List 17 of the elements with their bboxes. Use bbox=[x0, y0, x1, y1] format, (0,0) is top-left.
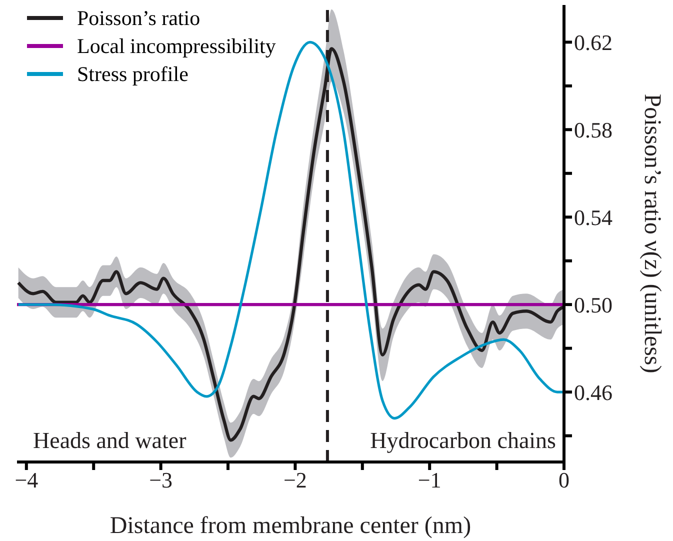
annotation: Hydrocarbon chains bbox=[370, 428, 556, 453]
y-tick-label: 0.50 bbox=[574, 292, 612, 318]
legend-label: Stress profile bbox=[77, 62, 188, 86]
x-axis-title: Distance from membrane center (nm) bbox=[110, 513, 472, 539]
x-tick-label: −1 bbox=[418, 468, 442, 493]
annotation: Heads and water bbox=[33, 428, 187, 453]
y-tick-label: 0.46 bbox=[574, 380, 612, 405]
x-tick-label: −4 bbox=[14, 468, 38, 493]
x-tick-label: 0 bbox=[558, 468, 570, 493]
x-tick-label: −2 bbox=[283, 468, 307, 493]
x-tick-label: −3 bbox=[149, 468, 173, 493]
y-tick-label: 0.54 bbox=[574, 204, 612, 230]
y-axis-title: Poisson’s ratio ν(z) (unitless) bbox=[639, 94, 665, 374]
legend-label: Poisson’s ratio bbox=[77, 6, 200, 30]
y-tick-label: 0.58 bbox=[574, 117, 612, 142]
legend-label: Local incompressibility bbox=[77, 34, 276, 58]
y-tick-label: 0.62 bbox=[574, 30, 612, 55]
